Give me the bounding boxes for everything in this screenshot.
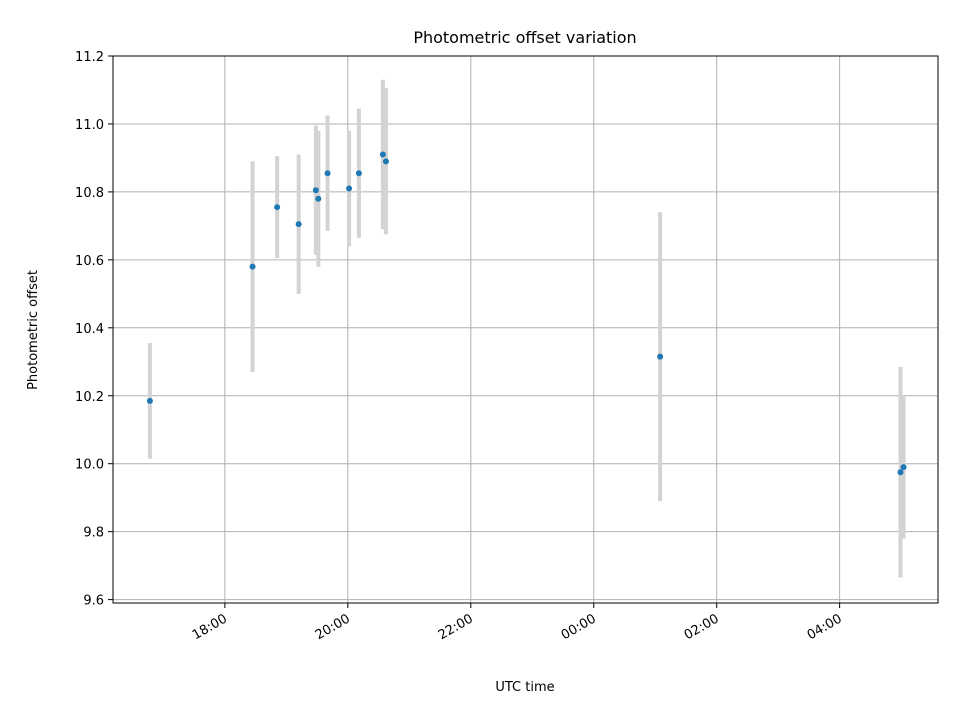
data-point: [295, 221, 302, 228]
data-point: [897, 469, 904, 476]
y-tick-label: 10.0: [75, 458, 104, 473]
data-point: [249, 263, 256, 270]
data-point: [324, 170, 331, 177]
data-point: [312, 187, 319, 194]
y-tick-label: 10.4: [75, 322, 104, 337]
data-point: [355, 170, 362, 177]
y-tick-label: 10.2: [75, 390, 104, 405]
y-axis-label: Photometric offset: [26, 270, 41, 390]
data-point: [379, 151, 386, 158]
y-tick-label: 10.6: [75, 254, 104, 269]
y-tick-label: 9.6: [83, 594, 104, 609]
data-point: [382, 158, 389, 165]
x-axis-label: UTC time: [495, 680, 554, 695]
data-point: [900, 464, 907, 471]
data-point: [346, 185, 353, 192]
data-point: [657, 353, 664, 360]
y-tick-label: 11.2: [75, 50, 104, 65]
chart-title: Photometric offset variation: [413, 28, 636, 47]
y-tick-label: 10.8: [75, 186, 104, 201]
point-layer: [146, 151, 907, 476]
data-point: [315, 195, 322, 202]
y-tick-label: 11.0: [75, 118, 104, 133]
data-point: [274, 204, 281, 211]
plot-frame: [112, 55, 939, 604]
data-point: [146, 397, 153, 404]
y-tick-label: 9.8: [83, 526, 104, 541]
